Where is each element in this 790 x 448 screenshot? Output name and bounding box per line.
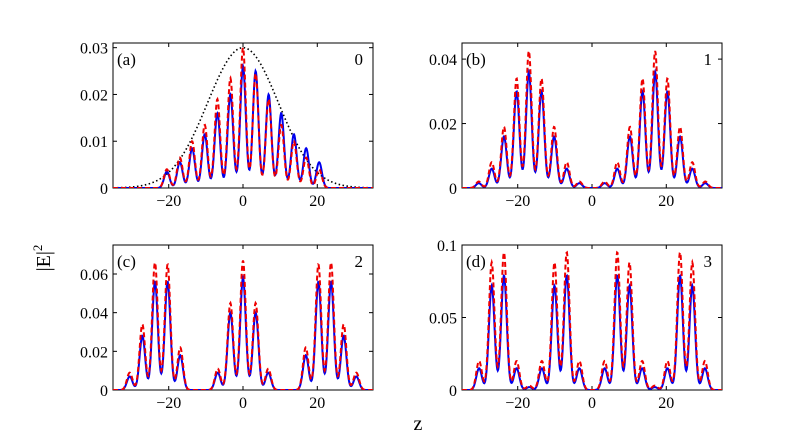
panel-b-ytick-label: 0.04: [429, 52, 457, 69]
panel-d-xtick-label: 0: [588, 395, 596, 412]
panel-d-xtick-label: 20: [658, 395, 674, 412]
panel-d-tag: 3: [704, 252, 713, 271]
panel-c-series-blue-line: [113, 274, 373, 390]
panel-c-xtick-label: 0: [239, 395, 247, 412]
y-axis-label-superscript: 2: [30, 245, 45, 252]
panel-a-label: (a): [117, 50, 136, 69]
panel-d-series-red-line: [462, 250, 722, 390]
panel-b-label: (b): [466, 50, 486, 69]
panel-c-label: (c): [117, 252, 136, 271]
panel-a-ytick-label: 0.02: [80, 87, 108, 104]
panel-c-ytick-label: 0: [100, 383, 108, 400]
panel-d-xtick-label: −20: [505, 395, 530, 412]
panel-d-series-blue-line: [462, 273, 722, 390]
panel-a-xtick-label: −20: [156, 193, 181, 210]
panel-b-tag: 1: [704, 50, 713, 69]
panel-b-xtick-label: 0: [588, 193, 596, 210]
panel-c-series-red-line: [113, 260, 373, 390]
panel-a-ytick-label: 0: [100, 181, 108, 198]
panel-c-xtick-label: −20: [156, 395, 181, 412]
panel-a-series-blue-line: [113, 62, 373, 188]
panel-a-xtick-label: 20: [309, 193, 325, 210]
panel-a-ytick-label: 0.03: [80, 41, 108, 58]
panel-d-ytick-label: 0: [449, 383, 457, 400]
panel-b-series-blue-line: [462, 68, 722, 188]
panel-b-xtick-label: 20: [658, 193, 674, 210]
panel-d-ytick-label: 0.05: [429, 311, 457, 328]
panel-c-ytick-label: 0.02: [80, 344, 108, 361]
panel-d-label: (d): [466, 252, 486, 271]
panel-b-xtick-label: −20: [505, 193, 530, 210]
panel-a-xtick-label: 0: [239, 193, 247, 210]
panel-c-ytick-label: 0.04: [80, 306, 108, 323]
panel-c-xtick-label: 20: [309, 395, 325, 412]
panel-c-ytick-label: 0.06: [80, 267, 108, 284]
panel-b-ytick-label: 0: [449, 181, 457, 198]
panel-a-ytick-label: 0.01: [80, 134, 108, 151]
panel-c-tag: 2: [355, 252, 364, 271]
panel-b-ytick-label: 0.02: [429, 117, 457, 134]
y-axis-label: |E|2: [30, 245, 55, 272]
panel-a-tag: 0: [355, 50, 364, 69]
panel-a-envelope-line: [113, 46, 373, 188]
panel-d-ytick-label: 0.1: [437, 238, 457, 255]
x-axis-label: z: [414, 413, 423, 435]
panel-a-series-red-line: [113, 47, 373, 188]
